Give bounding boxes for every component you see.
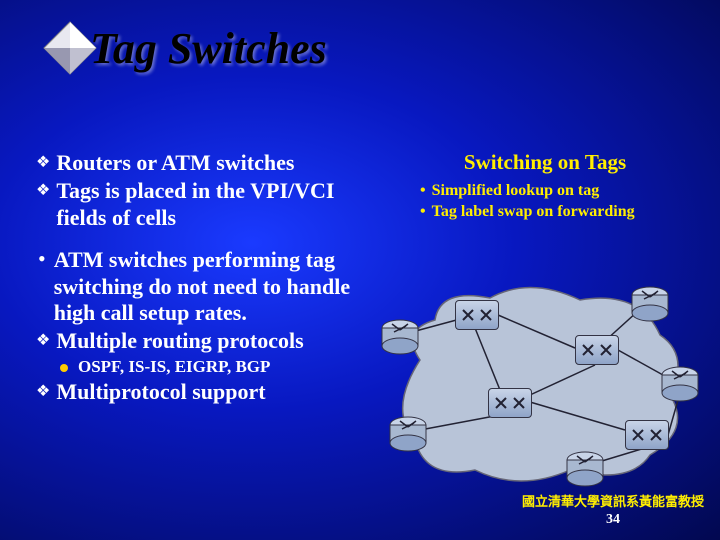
switch-node-icon: [625, 420, 669, 450]
switch-node-icon: [455, 300, 499, 330]
router-node-icon: [630, 285, 670, 323]
bullet-item: ❖Multiple routing protocols: [36, 328, 366, 354]
slide-footer: 國立清華大學資訊系黃能富教授 34: [522, 491, 704, 528]
bullet-text: Tags is placed in the VPI/VCI fields of …: [56, 178, 366, 231]
right-panel-title: Switching on Tags: [400, 150, 690, 175]
bullet-item: OSPF, IS-IS, EIGRP, BGP: [36, 357, 366, 377]
diamond-bullet-icon: ❖: [36, 328, 50, 354]
right-panel-item: • Simplified lookup on tag: [420, 181, 690, 202]
switch-node-icon: [575, 335, 619, 365]
bullet-text: OSPF, IS-IS, EIGRP, BGP: [78, 357, 270, 377]
bullet-item: • ATM switches performing tag switching d…: [36, 247, 366, 326]
bullet-text: Multiple routing protocols: [56, 328, 303, 354]
right-panel: Switching on Tags • Simplified lookup on …: [400, 150, 690, 223]
bullet-dot-icon: •: [420, 202, 426, 223]
bullet-dot-icon: •: [420, 181, 426, 202]
right-item-text: Simplified lookup on tag: [432, 181, 600, 202]
router-node-icon: [565, 450, 605, 488]
bullet-item: ❖Routers or ATM switches: [36, 150, 366, 176]
bullet-text: Routers or ATM switches: [56, 150, 294, 176]
router-node-icon: [388, 415, 428, 453]
slide-title: Tag Switches: [90, 23, 327, 74]
slide-title-wrap: Tag Switches: [40, 18, 327, 78]
diamond-bullet-icon: ❖: [36, 379, 50, 405]
diamond-bullet-icon: ❖: [36, 178, 50, 204]
network-diagram: [380, 280, 690, 490]
bullet-item: ❖Multiprotocol support: [36, 379, 366, 405]
bullet-text: Multiprotocol support: [56, 379, 265, 405]
sub-bullet-icon: [60, 364, 68, 372]
router-node-icon: [660, 365, 700, 403]
bullet-text: ATM switches performing tag switching do…: [54, 247, 366, 326]
page-number: 34: [522, 512, 704, 528]
bullet-item: ❖Tags is placed in the VPI/VCI fields of…: [36, 178, 366, 231]
switch-node-icon: [488, 388, 532, 418]
footer-credit: 國立清華大學資訊系黃能富教授: [522, 491, 704, 510]
right-item-text: Tag label swap on forwarding: [432, 202, 635, 223]
bullet-list: ❖Routers or ATM switches❖Tags is placed …: [36, 150, 366, 407]
dot-bullet-icon: •: [38, 247, 46, 271]
right-panel-item: • Tag label swap on forwarding: [420, 202, 690, 223]
router-node-icon: [380, 318, 420, 356]
diamond-bullet-icon: ❖: [36, 150, 50, 176]
